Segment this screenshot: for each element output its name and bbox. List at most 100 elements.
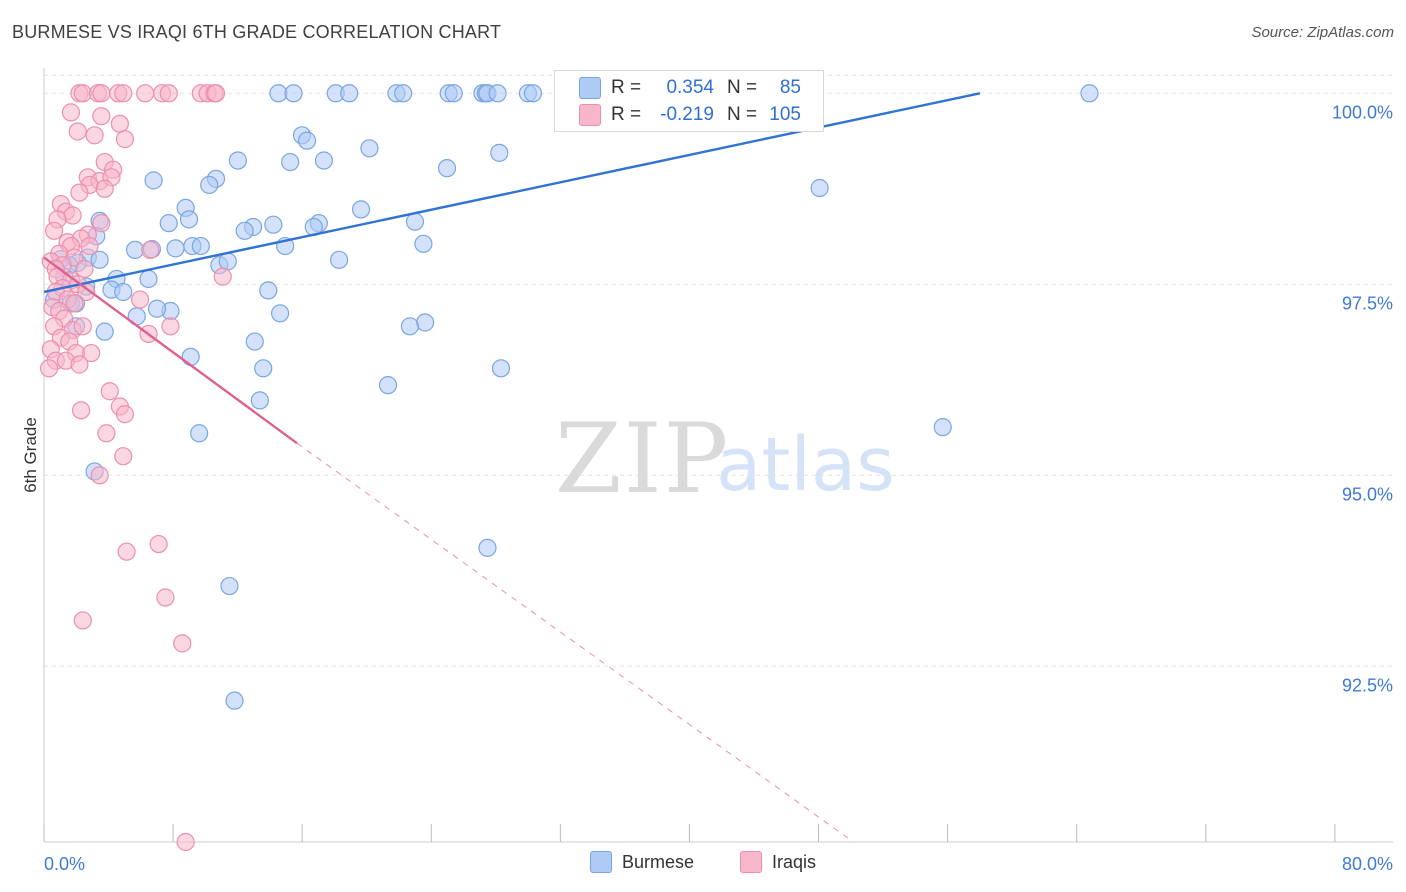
- watermark: ZIP atlas: [555, 403, 895, 515]
- iraqis-point: [68, 122, 87, 141]
- y-tick-label: 97.5%: [1342, 293, 1393, 313]
- burmese-point: [250, 391, 269, 410]
- legend-swatch-burmese: [589, 851, 612, 873]
- iraqis-point: [92, 214, 111, 233]
- legend-item-burmese[interactable]: Burmese: [589, 851, 694, 873]
- legend-item-iraqis[interactable]: Iraqis: [740, 851, 816, 873]
- burmese-point: [340, 84, 359, 103]
- burmese-point: [159, 214, 178, 233]
- stats-swatch-burmese: [579, 77, 601, 99]
- iraqis-point: [70, 355, 89, 374]
- iraqis-point: [117, 542, 136, 561]
- axes-layer: 92.5% 95.0% 97.5% 100.0%: [43, 68, 1393, 843]
- iraqis-point: [71, 401, 91, 420]
- burmese-point: [218, 252, 237, 271]
- x-tick-min: 0.0%: [44, 854, 85, 874]
- burmese-point: [415, 313, 435, 332]
- burmese-trendline: [43, 92, 981, 294]
- iraqis-point: [73, 84, 92, 103]
- legend-label-iraqis: Iraqis: [772, 851, 817, 872]
- iraqis-point: [149, 534, 168, 554]
- burmese-point: [200, 175, 219, 195]
- burmese-point: [400, 317, 420, 336]
- y-axis-label: 6th Grade: [21, 417, 40, 493]
- legend-label-burmese: Burmese: [621, 851, 694, 872]
- burmese-point: [284, 84, 303, 103]
- iraqis-point: [70, 183, 89, 202]
- iraqis-point: [156, 588, 175, 607]
- burmese-point: [114, 282, 133, 302]
- burmese-point: [179, 210, 199, 229]
- burmese-point: [281, 152, 300, 172]
- iraqis-point: [110, 114, 129, 133]
- iraqis-point: [73, 317, 92, 336]
- iraqis-point: [176, 832, 195, 852]
- stats-n-value: 85: [779, 77, 801, 98]
- burmese-point: [297, 131, 317, 150]
- burmese-point: [405, 212, 425, 231]
- stats-n-value: 105: [769, 104, 801, 125]
- stats-n-label: N =: [727, 104, 758, 125]
- burmese-point: [139, 269, 158, 289]
- stats-swatch-iraqis: [579, 104, 601, 126]
- stats-r-value: -0.219: [660, 104, 714, 125]
- iraqis-point: [97, 424, 116, 443]
- iraqis-point: [65, 294, 84, 313]
- iraqis-point: [85, 126, 104, 145]
- stats-r-label: R =: [611, 104, 642, 125]
- burmese-point: [254, 359, 273, 378]
- burmese-point: [245, 332, 264, 351]
- burmese-point: [444, 84, 463, 103]
- burmese-point: [394, 84, 413, 103]
- burmese-point: [191, 236, 210, 256]
- iraqis-point: [39, 359, 59, 378]
- burmese-point: [90, 250, 109, 269]
- y-tick-label: 95.0%: [1342, 484, 1393, 504]
- legend-swatch-iraqis: [740, 851, 762, 873]
- watermark-atlas: atlas: [716, 422, 895, 508]
- burmese-point: [166, 239, 185, 258]
- chart-title: BURMESE VS IRAQI 6TH GRADE CORRELATION C…: [12, 22, 502, 42]
- iraqis-point: [45, 221, 64, 240]
- burmese-point: [270, 304, 290, 323]
- iraqis-point: [92, 107, 111, 126]
- burmese-point: [269, 84, 288, 103]
- stats-box: R = 0.354 N = 85 R = -0.219 N = 105: [554, 70, 824, 132]
- iraqis-point: [115, 405, 135, 424]
- burmese-point: [378, 376, 398, 395]
- x-tick-max: 80.0%: [1342, 854, 1393, 874]
- stats-r-label: R =: [611, 77, 642, 98]
- iraqis-point: [90, 466, 109, 485]
- iraqis-point: [213, 267, 232, 286]
- iraqis-point: [100, 382, 119, 401]
- burmese-point: [147, 299, 167, 318]
- burmese-point: [125, 240, 145, 259]
- burmese-point: [228, 151, 248, 170]
- burmese-point: [490, 143, 509, 162]
- burmese-point: [329, 250, 349, 269]
- burmese-point: [264, 215, 283, 234]
- burmese-point: [351, 200, 371, 219]
- burmese-point: [181, 347, 200, 366]
- burmese-point: [225, 691, 244, 710]
- iraqis-point: [173, 634, 192, 653]
- iraqis-point: [63, 206, 82, 225]
- burmese-point: [933, 418, 952, 437]
- iraqis-point: [159, 84, 178, 103]
- iraqis-point: [141, 240, 160, 259]
- watermark-zip: ZIP: [555, 403, 730, 515]
- burmese-point: [491, 359, 511, 378]
- burmese-point: [220, 576, 239, 596]
- burmese-point: [259, 281, 278, 300]
- iraqis-point: [114, 84, 133, 103]
- iraqis-point: [115, 130, 135, 149]
- stats-row-iraqis: R = -0.219 N = 105: [555, 102, 823, 128]
- points-layer: [39, 84, 1099, 852]
- iraqis-point: [80, 236, 99, 256]
- burmese-point: [360, 139, 379, 158]
- burmese-point: [144, 171, 163, 190]
- iraqis-trendline: [43, 256, 298, 445]
- iraqis-point: [61, 103, 81, 122]
- burmese-point: [523, 84, 543, 103]
